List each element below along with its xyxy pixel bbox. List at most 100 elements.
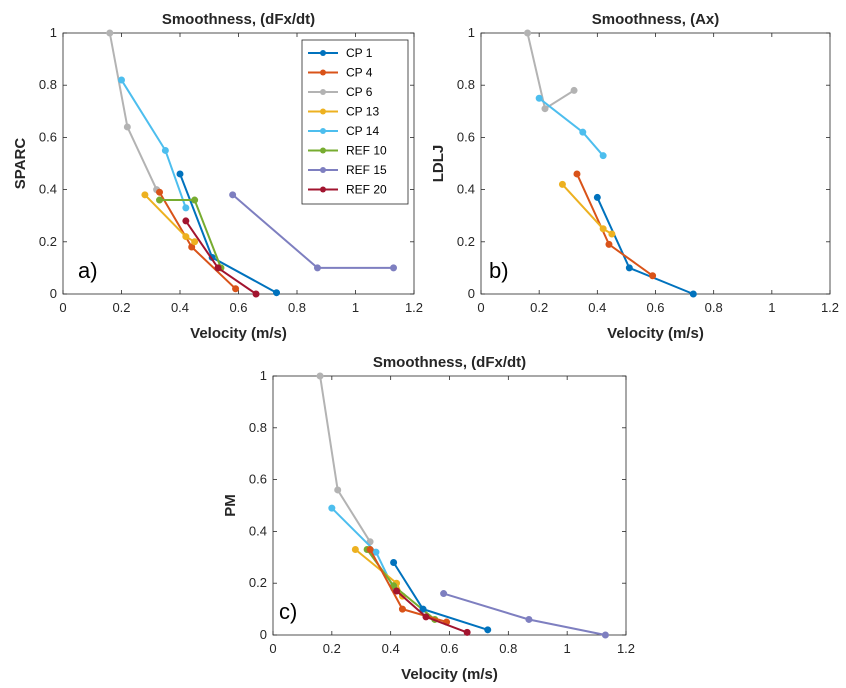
legend-label: CP 13 (346, 105, 379, 119)
data-point (524, 29, 532, 37)
x-tick-label: 1 (564, 641, 571, 656)
data-point (328, 504, 336, 512)
data-point (593, 193, 601, 201)
series-ref-15 (440, 590, 609, 639)
y-tick-label: 0.8 (249, 420, 267, 435)
data-point (393, 587, 401, 595)
data-point (334, 486, 342, 494)
data-point (484, 626, 492, 634)
x-tick-label: 0.4 (382, 641, 400, 656)
x-axis-label: Velocity (m/s) (401, 666, 498, 683)
data-point (689, 290, 697, 298)
x-tick-label: 0 (269, 641, 276, 656)
legend-entry-cp-1: CP 1 (308, 46, 373, 60)
x-tick-label: 0.4 (171, 300, 189, 315)
chart-title: Smoothness, (Ax) (592, 11, 720, 28)
data-point (191, 238, 199, 246)
legend-swatch-marker (320, 147, 326, 154)
data-point (313, 264, 321, 272)
data-point (316, 372, 324, 380)
series-ref-20 (393, 587, 471, 636)
y-axis-label: LDLJ (430, 145, 447, 183)
legend: CP 1 CP 4 CP 6 CP 13 CP 14 REF 10 REF 15 REF 20 (301, 39, 409, 205)
data-point (123, 123, 131, 131)
x-tick-label: 0.2 (112, 300, 130, 315)
legend-label: CP 4 (346, 66, 373, 80)
data-point (252, 290, 260, 298)
series-cp-1 (593, 193, 697, 298)
data-point (579, 128, 587, 136)
y-tick-label: 1 (468, 25, 475, 40)
data-point (156, 196, 164, 204)
data-point (525, 615, 533, 623)
data-point (232, 285, 240, 293)
x-tick-label: 0.6 (440, 641, 458, 656)
data-point (419, 605, 427, 613)
data-point (273, 289, 281, 297)
panel-label: c) (279, 599, 297, 624)
data-point (106, 29, 114, 37)
series-cp-4 (573, 170, 657, 280)
data-point (214, 264, 222, 272)
legend-swatch-marker (320, 186, 326, 193)
data-point (229, 191, 237, 199)
legend-swatch-marker (320, 69, 326, 76)
y-tick-label: 0.6 (457, 129, 475, 144)
data-point (390, 264, 398, 272)
x-tick-label: 1 (352, 300, 359, 315)
y-tick-label: 0 (50, 286, 57, 301)
y-axis-label: PM (222, 494, 239, 517)
series-cp-13 (558, 180, 616, 238)
legend-label: CP 14 (346, 124, 379, 138)
legend-entry-ref-15: REF 15 (308, 163, 387, 177)
y-tick-label: 0.2 (39, 234, 57, 249)
data-point (182, 204, 190, 212)
x-tick-label: 0 (59, 300, 66, 315)
chart-title: Smoothness, (dFx/dt) (373, 354, 526, 371)
data-point (390, 558, 398, 566)
y-tick-label: 0.6 (249, 472, 267, 487)
data-point (463, 628, 471, 636)
data-point (182, 217, 190, 225)
legend-label: REF 20 (346, 183, 387, 197)
x-tick-label: 0.2 (530, 300, 548, 315)
legend-entry-cp-6: CP 6 (308, 85, 373, 99)
data-point (141, 191, 149, 199)
series-cp-6 (524, 29, 578, 113)
y-tick-label: 0.2 (457, 234, 475, 249)
panel-label: a) (78, 258, 98, 283)
legend-entry-ref-20: REF 20 (308, 183, 387, 197)
legend-entry-cp-4: CP 4 (308, 66, 373, 80)
x-tick-label: 0.6 (646, 300, 664, 315)
data-point (156, 188, 164, 196)
y-tick-label: 0 (468, 286, 475, 301)
x-tick-label: 1.2 (821, 300, 839, 315)
chart-title: Smoothness, (dFx/dt) (162, 11, 315, 28)
data-point (366, 546, 374, 554)
series-cp-14 (118, 76, 190, 212)
y-tick-label: 1 (50, 25, 57, 40)
data-point (366, 538, 374, 546)
data-point (601, 631, 609, 639)
legend-swatch-marker (320, 89, 326, 95)
data-point (573, 170, 581, 178)
data-point (372, 548, 380, 556)
legend-entry-cp-14: CP 14 (308, 124, 379, 138)
data-point (188, 243, 196, 251)
series-ref-20 (182, 217, 260, 298)
data-point (535, 94, 543, 102)
x-tick-label: 0 (477, 300, 484, 315)
legend-label: REF 10 (346, 144, 387, 158)
x-axis-label: Velocity (m/s) (190, 325, 287, 342)
data-point (599, 152, 607, 160)
data-point (191, 196, 199, 204)
chart-panel-c: 0 0.2 0.4 0.6 0.8 1 1.2 0 0.2 0.4 0.6 0.8 1 Smoothnes… (222, 354, 635, 683)
data-point (440, 590, 448, 598)
x-tick-label: 0.6 (229, 300, 247, 315)
y-axis-label: SPARC (12, 138, 29, 190)
legend-swatch-marker (320, 167, 326, 173)
x-tick-label: 0.8 (705, 300, 723, 315)
legend-swatch-marker (320, 108, 326, 115)
series-ref-15 (229, 191, 398, 272)
x-tick-label: 0.8 (288, 300, 306, 315)
